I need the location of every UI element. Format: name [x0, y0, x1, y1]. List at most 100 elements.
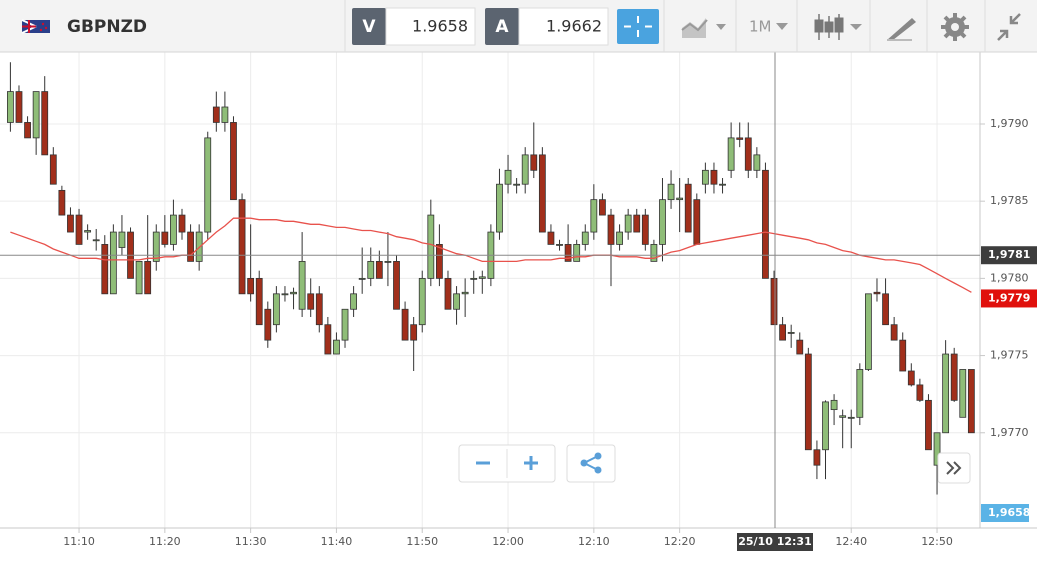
candle-body — [435, 244, 443, 279]
candle-body — [496, 183, 503, 233]
crosshair-price-box — [981, 246, 1037, 265]
candle-body — [101, 244, 109, 295]
candle-body — [950, 353, 958, 401]
candle-body — [41, 91, 49, 156]
axis: 1,9770 1,9775 1,9780 1,9785 1,9790 11:10 11:20… — [63, 117, 1028, 548]
candle-body — [693, 199, 701, 245]
candle-body — [418, 277, 426, 326]
candle-body — [701, 169, 709, 185]
candle-body — [375, 260, 383, 279]
candle-body — [907, 370, 915, 386]
y-tick-label: 1,9790 — [990, 117, 1029, 130]
draw-button[interactable] — [887, 18, 916, 41]
plot-area — [7, 62, 975, 495]
candle-body — [967, 369, 975, 434]
candle-body — [341, 308, 349, 341]
candle-body — [307, 293, 315, 310]
candle-body — [856, 369, 864, 418]
candle-type-button[interactable] — [814, 14, 862, 40]
candle-body — [830, 399, 838, 411]
candle-body — [444, 277, 452, 310]
candle-body — [899, 339, 907, 372]
candle-body — [315, 293, 323, 326]
candle-body — [204, 137, 212, 233]
bid-button[interactable] — [352, 8, 386, 45]
candle-body — [839, 415, 847, 418]
candle-body — [58, 189, 66, 216]
candle-body — [727, 137, 735, 171]
symbol: GBPNZD — [67, 17, 147, 37]
flag-icon — [21, 19, 50, 34]
candle-body — [75, 214, 83, 245]
ask-button[interactable] — [485, 8, 519, 45]
candle-body — [24, 122, 31, 139]
x-tick-label: 11:30 — [235, 535, 267, 548]
candle-body — [925, 399, 932, 451]
candle-body — [770, 277, 778, 326]
candle-body — [247, 277, 255, 295]
ask-label: A — [495, 17, 509, 37]
candle-body — [710, 169, 718, 185]
candle-body — [212, 106, 220, 123]
candle-body — [401, 308, 409, 341]
bid-box — [385, 7, 476, 46]
y-tick-label: 1,9775 — [990, 349, 1029, 362]
candle-body — [178, 214, 186, 233]
candle-body — [607, 214, 615, 245]
candle-body — [616, 231, 623, 245]
candle-body — [290, 291, 297, 295]
candle-body — [358, 277, 366, 280]
candle-body — [470, 277, 478, 280]
candle-body — [813, 449, 821, 466]
timeframe-button[interactable]: 1M — [749, 18, 788, 36]
candle-body — [581, 231, 589, 245]
moving-average — [10, 217, 972, 293]
zoom-controls — [458, 444, 556, 483]
candle-body — [959, 369, 967, 418]
x-tick-label: 11:10 — [63, 535, 95, 548]
candle-body — [350, 293, 358, 310]
candle-body — [92, 239, 100, 242]
candle-body — [410, 324, 418, 341]
x-tick-label: 12:40 — [835, 535, 867, 548]
candle-body — [513, 183, 521, 186]
candle-body — [684, 183, 692, 233]
collapse-button[interactable] — [997, 13, 1021, 41]
y-tick-label: 1,9780 — [990, 271, 1029, 284]
candle-body — [324, 324, 332, 355]
candle-body — [882, 293, 889, 326]
candle-body — [230, 122, 237, 201]
candle-body — [521, 154, 529, 185]
candle-body — [264, 308, 272, 341]
candle-body — [933, 432, 941, 466]
candle-body — [7, 91, 14, 123]
candle-body — [393, 260, 400, 310]
ask-box — [518, 7, 609, 46]
candle-body — [504, 169, 512, 185]
candle-body — [573, 244, 581, 262]
candle-body — [916, 384, 924, 401]
bid-price: 1.9658 — [412, 17, 468, 36]
zoom-in-button[interactable] — [524, 456, 538, 470]
share-button[interactable] — [566, 444, 616, 483]
candle-body — [719, 183, 726, 186]
candle-body — [804, 353, 812, 451]
x-tick-label: 12:50 — [921, 535, 953, 548]
candle-body — [15, 91, 23, 123]
ask-price: 1.9662 — [546, 17, 602, 36]
x-tick-label: 12:10 — [578, 535, 610, 548]
crosshair-price-label: 1,9781 — [988, 248, 1030, 261]
candle-body — [641, 214, 649, 245]
candle-body — [109, 231, 117, 295]
crosshair-button[interactable] — [617, 9, 659, 44]
scroll-right-button[interactable] — [937, 452, 971, 484]
candle-body — [762, 169, 769, 279]
settings-button[interactable] — [941, 13, 969, 41]
candle-body — [556, 244, 563, 246]
candle-body — [590, 199, 598, 233]
candle-body — [942, 353, 950, 434]
chart-type-button[interactable] — [681, 18, 726, 38]
toolbar: GBPNZD V 1.9658 A 1.9662 1M — [0, 0, 1037, 53]
candle-body — [453, 293, 460, 310]
candle-body — [478, 276, 486, 279]
